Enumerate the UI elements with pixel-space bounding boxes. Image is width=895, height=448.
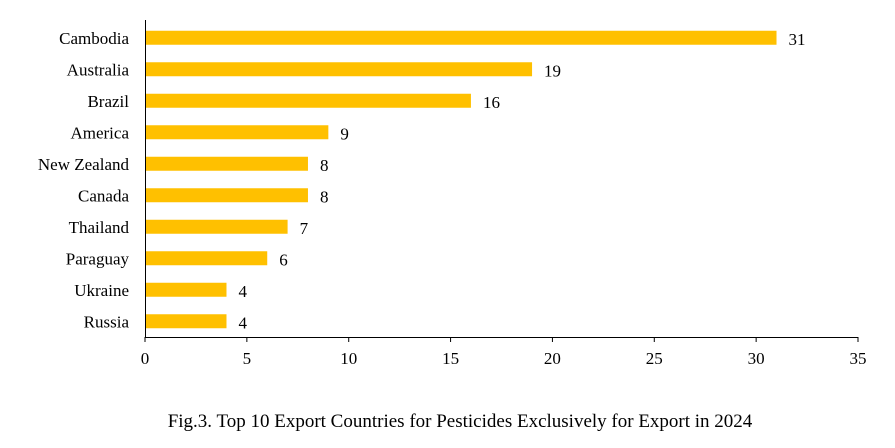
- x-tick-label: 10: [340, 349, 357, 368]
- x-tick-label: 35: [850, 349, 867, 368]
- category-label: Australia: [67, 60, 130, 79]
- category-label: Canada: [78, 186, 129, 205]
- category-label: Cambodia: [59, 29, 129, 48]
- category-label: New Zealand: [38, 155, 130, 174]
- bar: [145, 251, 268, 266]
- figure-caption: Fig.3. Top 10 Export Countries for Pesti…: [167, 411, 753, 432]
- category-label: Paraguay: [66, 249, 130, 268]
- bar: [145, 314, 227, 329]
- category-label: Russia: [84, 312, 130, 331]
- bar: [145, 30, 777, 45]
- category-label: Thailand: [69, 218, 130, 237]
- bar: [145, 282, 227, 297]
- x-tick-label: 0: [141, 349, 150, 368]
- bar: [145, 62, 533, 77]
- data-label: 4: [238, 282, 247, 301]
- data-label: 6: [279, 250, 288, 269]
- x-tick-label: 5: [243, 349, 252, 368]
- bar: [145, 156, 308, 171]
- bar: [145, 188, 308, 203]
- data-label: 19: [544, 61, 561, 80]
- data-label: 31: [789, 30, 806, 49]
- data-label: 8: [320, 156, 329, 175]
- data-label: 8: [320, 187, 329, 206]
- data-label: 7: [300, 219, 309, 238]
- bar: [145, 93, 471, 108]
- x-tick-label: 15: [442, 349, 459, 368]
- bar: [145, 219, 288, 234]
- x-tick-label: 30: [748, 349, 765, 368]
- category-label: America: [70, 123, 129, 142]
- category-label: Ukraine: [74, 281, 129, 300]
- bar: [145, 125, 329, 140]
- x-tick-label: 25: [646, 349, 663, 368]
- data-label: 16: [483, 93, 500, 112]
- x-tick-label: 20: [544, 349, 561, 368]
- data-label: 4: [238, 313, 247, 332]
- data-label: 9: [340, 124, 349, 143]
- bar-chart: Cambodia 31 Australia 19 Brazil 16 America 9 New…: [38, 20, 867, 368]
- category-label: Brazil: [87, 92, 129, 111]
